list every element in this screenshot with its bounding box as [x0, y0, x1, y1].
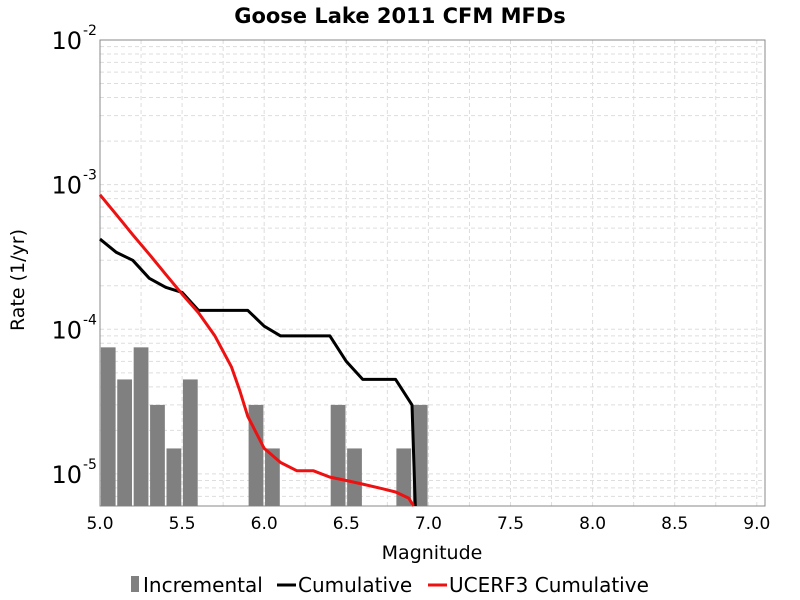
x-tick-label: 7.0	[415, 514, 442, 534]
series-lines	[98, 193, 417, 507]
y-tick-label: 10	[51, 27, 82, 55]
x-tick-label: 8.5	[661, 514, 688, 534]
incremental-bar	[330, 404, 346, 506]
x-tick-label: 5.0	[86, 514, 113, 534]
incremental-bar	[100, 347, 116, 506]
incremental-bar	[248, 404, 264, 506]
y-tick-exponent: -4	[83, 312, 97, 328]
legend-swatch-incremental	[131, 576, 139, 592]
legend: Incremental Cumulative UCERF3 Cumulative	[131, 573, 649, 597]
plot-frame	[99, 39, 766, 507]
x-tick-labels: 5.0 5.5 6.0 6.5 7.0 7.5 8.0 8.5 9.0	[86, 514, 770, 534]
chart-title: Goose Lake 2011 CFM MFDs	[234, 4, 566, 28]
cumulative-line	[99, 237, 417, 507]
incremental-bar	[412, 404, 428, 506]
incremental-bar	[166, 448, 182, 506]
incremental-bar	[396, 448, 412, 506]
incremental-bar	[150, 404, 165, 506]
incremental-bar	[133, 347, 149, 506]
y-tick-label: 10	[51, 461, 82, 489]
y-tick-labels: 10-210-310-410-5	[51, 23, 97, 489]
incremental-bar	[347, 448, 362, 506]
incremental-bar	[265, 448, 280, 506]
x-tick-label: 6.0	[251, 514, 278, 534]
x-axis-label: Magnitude	[382, 542, 483, 564]
legend-label-cumulative: Cumulative	[298, 573, 412, 597]
legend-label-incremental: Incremental	[143, 573, 263, 597]
y-tick-exponent: -3	[83, 168, 97, 184]
y-tick-label: 10	[51, 172, 82, 200]
y-axis-label: Rate (1/yr)	[7, 229, 29, 331]
y-tick-label: 10	[51, 316, 82, 344]
ucerf3-cumulative-line	[98, 193, 415, 507]
x-tick-label: 5.5	[169, 514, 196, 534]
grid-lines	[100, 40, 765, 506]
x-tick-label: 7.5	[497, 514, 524, 534]
y-tick-exponent: -5	[83, 457, 97, 473]
x-tick-label: 8.0	[579, 514, 606, 534]
x-tick-label: 9.0	[743, 514, 770, 534]
incremental-bar	[117, 379, 133, 506]
x-tick-label: 6.5	[333, 514, 360, 534]
legend-label-ucerf3: UCERF3 Cumulative	[449, 573, 649, 597]
incremental-bars	[100, 347, 428, 506]
y-tick-exponent: -2	[83, 23, 97, 39]
incremental-bar	[182, 379, 198, 506]
